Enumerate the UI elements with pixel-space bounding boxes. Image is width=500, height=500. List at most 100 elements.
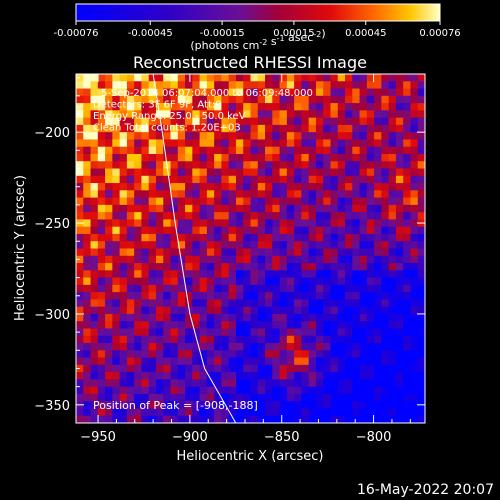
- heatmap-cell: [90, 372, 99, 380]
- heatmap-cell: [286, 292, 295, 300]
- heatmap-cell: [206, 335, 215, 344]
- heatmap-cell: [192, 248, 201, 257]
- heatmap-cell: [345, 233, 353, 242]
- heatmap-cell: [265, 124, 273, 133]
- heatmap-cell: [228, 306, 237, 315]
- heatmap-cell: [395, 408, 404, 417]
- heatmap-cell: [301, 153, 310, 162]
- heatmap-cell: [243, 204, 252, 213]
- heatmap-cell: [308, 88, 317, 97]
- heatmap-cell: [374, 175, 382, 184]
- heatmap-cell: [214, 306, 223, 315]
- heatmap-cell: [83, 124, 92, 133]
- x-axis-label: Heliocentric X (arcsec): [177, 449, 324, 464]
- heatmap-cell: [119, 335, 128, 344]
- heatmap-cell: [381, 357, 390, 366]
- heatmap-cell: [235, 313, 244, 322]
- heatmap-cell: [163, 146, 172, 155]
- heatmap-cell: [192, 415, 201, 423]
- heatmap-cell: [163, 219, 172, 228]
- heatmap-cell: [148, 197, 157, 206]
- heatmap-cell: [286, 110, 295, 119]
- heatmap-cell: [345, 190, 353, 199]
- heatmap-cell: [265, 212, 273, 221]
- heatmap-cell: [185, 277, 193, 286]
- heatmap-cell: [301, 350, 310, 359]
- heatmap-cell: [366, 306, 375, 315]
- x-axis-ticks: [97, 74, 411, 423]
- heatmap-cell: [345, 401, 353, 410]
- heatmap-cell: [395, 103, 404, 111]
- heatmap-cell: [330, 103, 339, 111]
- heatmap-cell: [192, 161, 201, 170]
- heatmap-cell: [330, 219, 339, 228]
- heatmap-cell: [366, 335, 375, 344]
- heatmap-cell: [126, 306, 135, 315]
- heatmap-cell: [417, 81, 425, 90]
- heatmap-cell: [228, 270, 237, 279]
- heatmap-cell: [185, 284, 193, 293]
- heatmap-cell: [381, 95, 390, 104]
- heatmap-cell: [272, 219, 281, 228]
- heatmap-cell: [119, 313, 128, 322]
- heatmap-cell: [177, 81, 186, 90]
- heatmap-cell: [257, 103, 266, 111]
- heatmap-cell: [228, 241, 237, 250]
- heatmap-cell: [192, 197, 201, 206]
- heatmap-cell: [323, 190, 332, 199]
- heatmap-cell: [359, 190, 368, 199]
- heatmap-cell: [388, 175, 397, 184]
- heatmap-cell: [90, 284, 99, 293]
- heatmap-cell: [126, 226, 135, 235]
- heatmap-cell: [395, 255, 404, 264]
- heatmap-cell: [163, 386, 172, 395]
- heatmap-cell: [352, 132, 361, 141]
- heatmap-cell: [366, 103, 375, 111]
- heatmap-cell: [206, 117, 215, 126]
- heatmap-cell: [374, 415, 382, 423]
- heatmap-cell: [388, 343, 397, 351]
- heatmap-cell: [90, 357, 99, 366]
- heatmap-cell: [403, 386, 412, 395]
- heatmap-cell: [359, 81, 368, 90]
- heatmap-cell: [185, 146, 193, 155]
- heatmap-cell: [337, 277, 346, 286]
- heatmap-cell: [141, 386, 150, 395]
- heatmap-cell: [206, 393, 215, 402]
- heatmap-cell: [374, 321, 382, 330]
- heatmap-cell: [141, 306, 150, 315]
- heatmap-cell: [243, 153, 252, 162]
- heatmap-cell: [83, 350, 92, 359]
- heatmap-cell: [301, 146, 310, 155]
- heatmap-cell: [206, 386, 215, 395]
- heatmap-cell: [97, 175, 106, 184]
- heatmap-cell: [345, 415, 353, 423]
- heatmap-cell: [105, 292, 113, 300]
- heatmap-cell: [126, 132, 135, 141]
- heatmap-cell: [330, 270, 339, 279]
- heatmap-cell: [257, 415, 266, 423]
- heatmap-cell: [301, 408, 310, 417]
- heatmap-cell: [388, 386, 397, 395]
- heatmap-cell: [352, 110, 361, 119]
- heatmap-cell: [221, 233, 230, 242]
- heatmap-cell: [337, 343, 346, 351]
- heatmap-cell: [221, 299, 230, 308]
- heatmap-cell: [170, 263, 179, 271]
- heatmap-cell: [330, 190, 339, 199]
- heatmap-cell: [228, 95, 237, 104]
- heatmap-cell: [308, 219, 317, 228]
- heatmap-cell: [352, 277, 361, 286]
- heatmap-cell: [170, 146, 179, 155]
- heatmap-cell: [337, 139, 346, 148]
- heatmap-cell: [199, 306, 208, 315]
- heatmap-cell: [228, 190, 237, 199]
- heatmap-cell: [177, 226, 186, 235]
- heatmap-cell: [119, 117, 128, 126]
- heatmap-cell: [374, 117, 382, 126]
- heatmap-cell: [141, 212, 150, 221]
- heatmap-cell: [170, 190, 179, 199]
- heatmap-cell: [286, 270, 295, 279]
- heatmap-cell: [83, 183, 92, 191]
- heatmap-cell: [374, 161, 382, 170]
